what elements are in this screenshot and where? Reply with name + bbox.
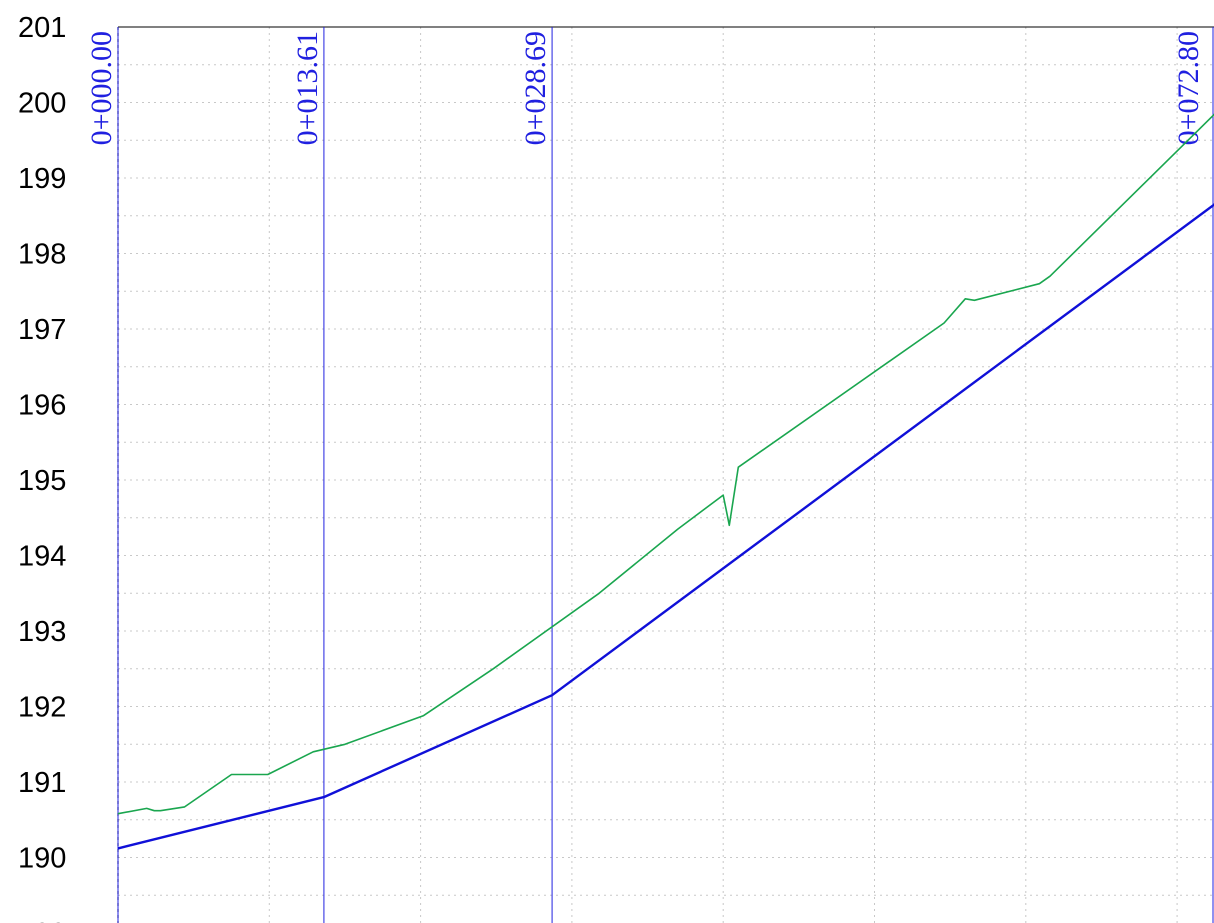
ground-line [117, 113, 1214, 815]
y-tick-label: 198 [18, 239, 66, 271]
profile-line [117, 203, 1214, 850]
y-tick-label: 194 [18, 541, 66, 573]
y-tick-label: 191 [18, 767, 66, 799]
y-tick-label: 195 [18, 465, 66, 497]
station-label: 0+000.00 [85, 31, 118, 145]
vertical-gridlines [268, 27, 1178, 923]
y-tick-label: 193 [18, 616, 66, 648]
y-tick-label: 190 [18, 843, 66, 875]
station-markers: 0+000.00 0+013.61 0+028.69 0+072.80 [85, 27, 1214, 923]
y-axis-tick-labels: 201 200 199 198 197 196 195 194 193 192 191 190 189 [18, 12, 66, 923]
station-label: 0+013.61 [291, 31, 324, 145]
station-label: 0+028.69 [519, 31, 552, 145]
horizontal-gridlines [118, 64, 1214, 896]
y-tick-label: 192 [18, 692, 66, 724]
y-tick-label: 189 [18, 918, 66, 923]
y-tick-label: 199 [18, 163, 66, 195]
y-tick-label: 197 [18, 314, 66, 346]
station-label: 0+072.80 [1172, 31, 1205, 145]
y-tick-label: 200 [18, 88, 66, 120]
y-tick-label: 196 [18, 390, 66, 422]
y-tick-label: 201 [18, 12, 66, 44]
profile-series [117, 113, 1214, 850]
